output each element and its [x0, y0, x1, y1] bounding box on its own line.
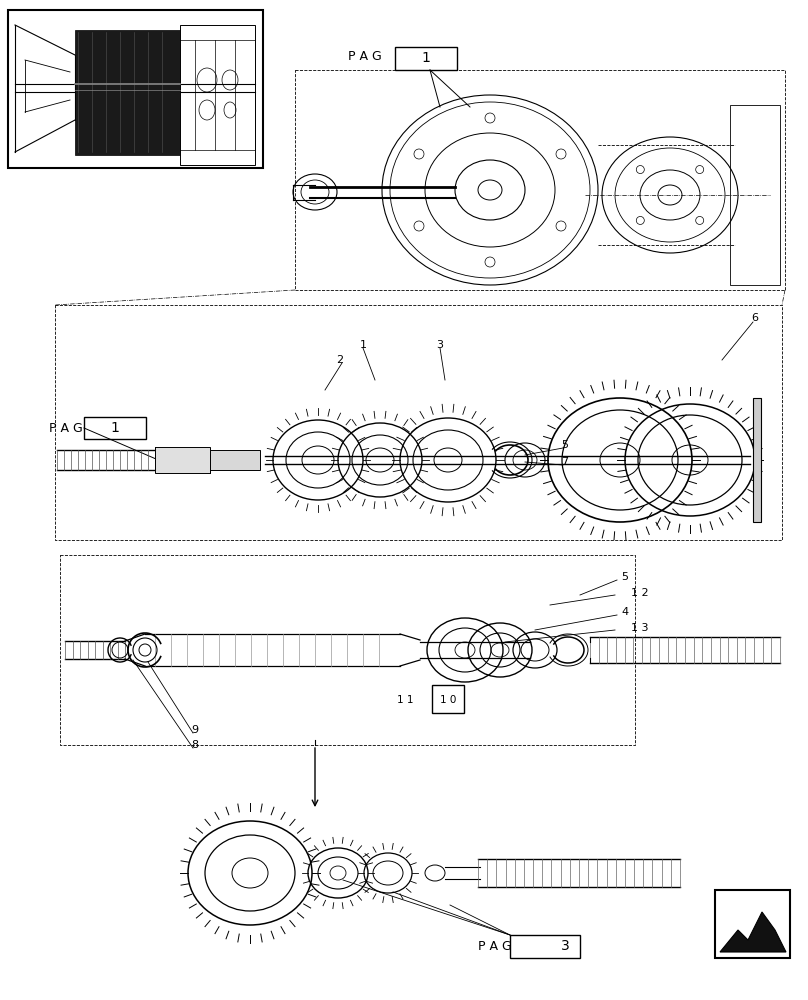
Bar — [210, 450, 260, 470]
Bar — [75, 30, 180, 155]
Bar — [84, 417, 146, 439]
Text: 1: 1 — [422, 51, 431, 65]
Bar — [8, 10, 263, 168]
Text: 3: 3 — [436, 340, 444, 350]
Text: 1 0: 1 0 — [440, 695, 457, 705]
Text: 2: 2 — [336, 355, 343, 365]
Text: 3: 3 — [561, 939, 570, 953]
Bar — [180, 40, 255, 150]
Text: P A G: P A G — [49, 422, 83, 434]
Bar — [715, 890, 790, 958]
Bar — [180, 25, 255, 165]
Text: 7: 7 — [562, 457, 569, 467]
Text: 8: 8 — [191, 740, 199, 750]
Text: 1: 1 — [360, 340, 367, 350]
Text: 5: 5 — [621, 572, 629, 582]
Text: 1 3: 1 3 — [631, 623, 649, 633]
Text: 1 1: 1 1 — [397, 695, 413, 705]
Text: P A G: P A G — [348, 50, 382, 64]
Text: 1: 1 — [111, 421, 120, 435]
Text: 5: 5 — [562, 440, 569, 450]
Bar — [753, 398, 761, 522]
Bar — [510, 935, 580, 958]
Text: 9: 9 — [191, 725, 199, 735]
Bar — [730, 105, 780, 285]
Text: 1 2: 1 2 — [631, 588, 649, 598]
Text: 4: 4 — [621, 607, 629, 617]
Bar — [395, 47, 457, 70]
Text: 6: 6 — [751, 313, 759, 323]
Bar — [432, 685, 464, 713]
Text: P A G: P A G — [478, 940, 512, 952]
Polygon shape — [720, 912, 786, 952]
Bar — [155, 447, 210, 473]
